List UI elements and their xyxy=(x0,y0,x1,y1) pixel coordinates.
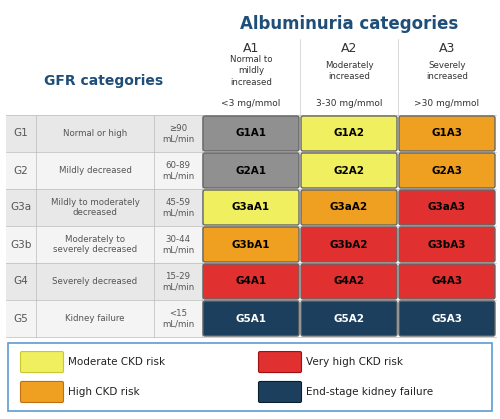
Text: G3bA1: G3bA1 xyxy=(232,240,270,249)
FancyBboxPatch shape xyxy=(203,301,299,336)
FancyBboxPatch shape xyxy=(203,264,299,299)
Text: Moderately to
severely decreased: Moderately to severely decreased xyxy=(53,235,137,254)
Text: GFR categories: GFR categories xyxy=(44,74,164,88)
Text: G1A3: G1A3 xyxy=(432,129,462,139)
Text: G3a: G3a xyxy=(10,202,31,212)
Text: G4: G4 xyxy=(14,277,28,287)
FancyBboxPatch shape xyxy=(258,352,302,372)
Text: G4A3: G4A3 xyxy=(432,277,462,287)
Bar xyxy=(6,189,202,226)
FancyBboxPatch shape xyxy=(301,116,397,151)
Text: Very high CKD risk: Very high CKD risk xyxy=(306,357,403,367)
Text: Mildly decreased: Mildly decreased xyxy=(58,166,132,175)
Text: Moderate CKD risk: Moderate CKD risk xyxy=(68,357,165,367)
FancyBboxPatch shape xyxy=(399,153,495,188)
Text: Severely decreased: Severely decreased xyxy=(52,277,138,286)
Text: G1A2: G1A2 xyxy=(334,129,364,139)
FancyBboxPatch shape xyxy=(399,190,495,225)
Text: Moderately
increased: Moderately increased xyxy=(324,61,374,81)
Text: 3-30 mg/mmol: 3-30 mg/mmol xyxy=(316,99,382,108)
Text: 60-89
mL/min: 60-89 mL/min xyxy=(162,161,194,180)
Text: G3b: G3b xyxy=(10,240,31,249)
Text: G1: G1 xyxy=(14,129,28,139)
Bar xyxy=(6,263,202,300)
FancyBboxPatch shape xyxy=(301,153,397,188)
FancyBboxPatch shape xyxy=(399,264,495,299)
Text: G2A2: G2A2 xyxy=(334,166,364,176)
Text: G3aA3: G3aA3 xyxy=(428,202,466,212)
Text: High CKD risk: High CKD risk xyxy=(68,387,140,397)
FancyBboxPatch shape xyxy=(258,381,302,403)
FancyBboxPatch shape xyxy=(301,190,397,225)
Text: G5A3: G5A3 xyxy=(432,313,462,323)
Text: Normal to
mildly
increased: Normal to mildly increased xyxy=(230,55,272,86)
Text: G4A2: G4A2 xyxy=(334,277,364,287)
Text: End-stage kidney failure: End-stage kidney failure xyxy=(306,387,433,397)
Bar xyxy=(6,115,202,152)
FancyBboxPatch shape xyxy=(399,301,495,336)
Text: G2A1: G2A1 xyxy=(236,166,266,176)
FancyBboxPatch shape xyxy=(301,227,397,262)
FancyBboxPatch shape xyxy=(399,227,495,262)
Text: ≥90
mL/min: ≥90 mL/min xyxy=(162,124,194,143)
Text: Kidney failure: Kidney failure xyxy=(65,314,125,323)
FancyBboxPatch shape xyxy=(20,381,64,403)
Bar xyxy=(8,343,492,411)
Text: G3aA1: G3aA1 xyxy=(232,202,270,212)
FancyBboxPatch shape xyxy=(203,227,299,262)
Text: G5A2: G5A2 xyxy=(334,313,364,323)
Text: Mildly to moderately
decreased: Mildly to moderately decreased xyxy=(50,198,140,217)
Text: <15
mL/min: <15 mL/min xyxy=(162,309,194,328)
FancyBboxPatch shape xyxy=(203,190,299,225)
FancyBboxPatch shape xyxy=(203,116,299,151)
Text: G3aA2: G3aA2 xyxy=(330,202,368,212)
Text: Severely
increased: Severely increased xyxy=(426,61,468,81)
FancyBboxPatch shape xyxy=(20,352,64,372)
Text: Normal or high: Normal or high xyxy=(63,129,127,138)
Bar xyxy=(6,152,202,189)
FancyBboxPatch shape xyxy=(301,301,397,336)
Text: 15-29
mL/min: 15-29 mL/min xyxy=(162,272,194,291)
Text: 45-59
mL/min: 45-59 mL/min xyxy=(162,198,194,217)
Text: Albuminuria categories: Albuminuria categories xyxy=(240,15,458,33)
FancyBboxPatch shape xyxy=(399,116,495,151)
Text: >30 mg/mmol: >30 mg/mmol xyxy=(414,99,480,108)
Bar xyxy=(6,226,202,263)
Text: G1A1: G1A1 xyxy=(236,129,266,139)
Text: G4A1: G4A1 xyxy=(236,277,266,287)
FancyBboxPatch shape xyxy=(301,264,397,299)
Text: A1: A1 xyxy=(243,41,259,54)
Text: G2: G2 xyxy=(14,166,28,176)
Text: <3 mg/mmol: <3 mg/mmol xyxy=(222,99,280,108)
Text: G5: G5 xyxy=(14,313,28,323)
Text: G3bA3: G3bA3 xyxy=(428,240,466,249)
FancyBboxPatch shape xyxy=(203,153,299,188)
Text: A3: A3 xyxy=(439,41,455,54)
Text: G2A3: G2A3 xyxy=(432,166,462,176)
Bar xyxy=(6,300,202,337)
Text: 30-44
mL/min: 30-44 mL/min xyxy=(162,235,194,254)
Text: A2: A2 xyxy=(341,41,357,54)
Text: G5A1: G5A1 xyxy=(236,313,266,323)
Text: G3bA2: G3bA2 xyxy=(330,240,368,249)
